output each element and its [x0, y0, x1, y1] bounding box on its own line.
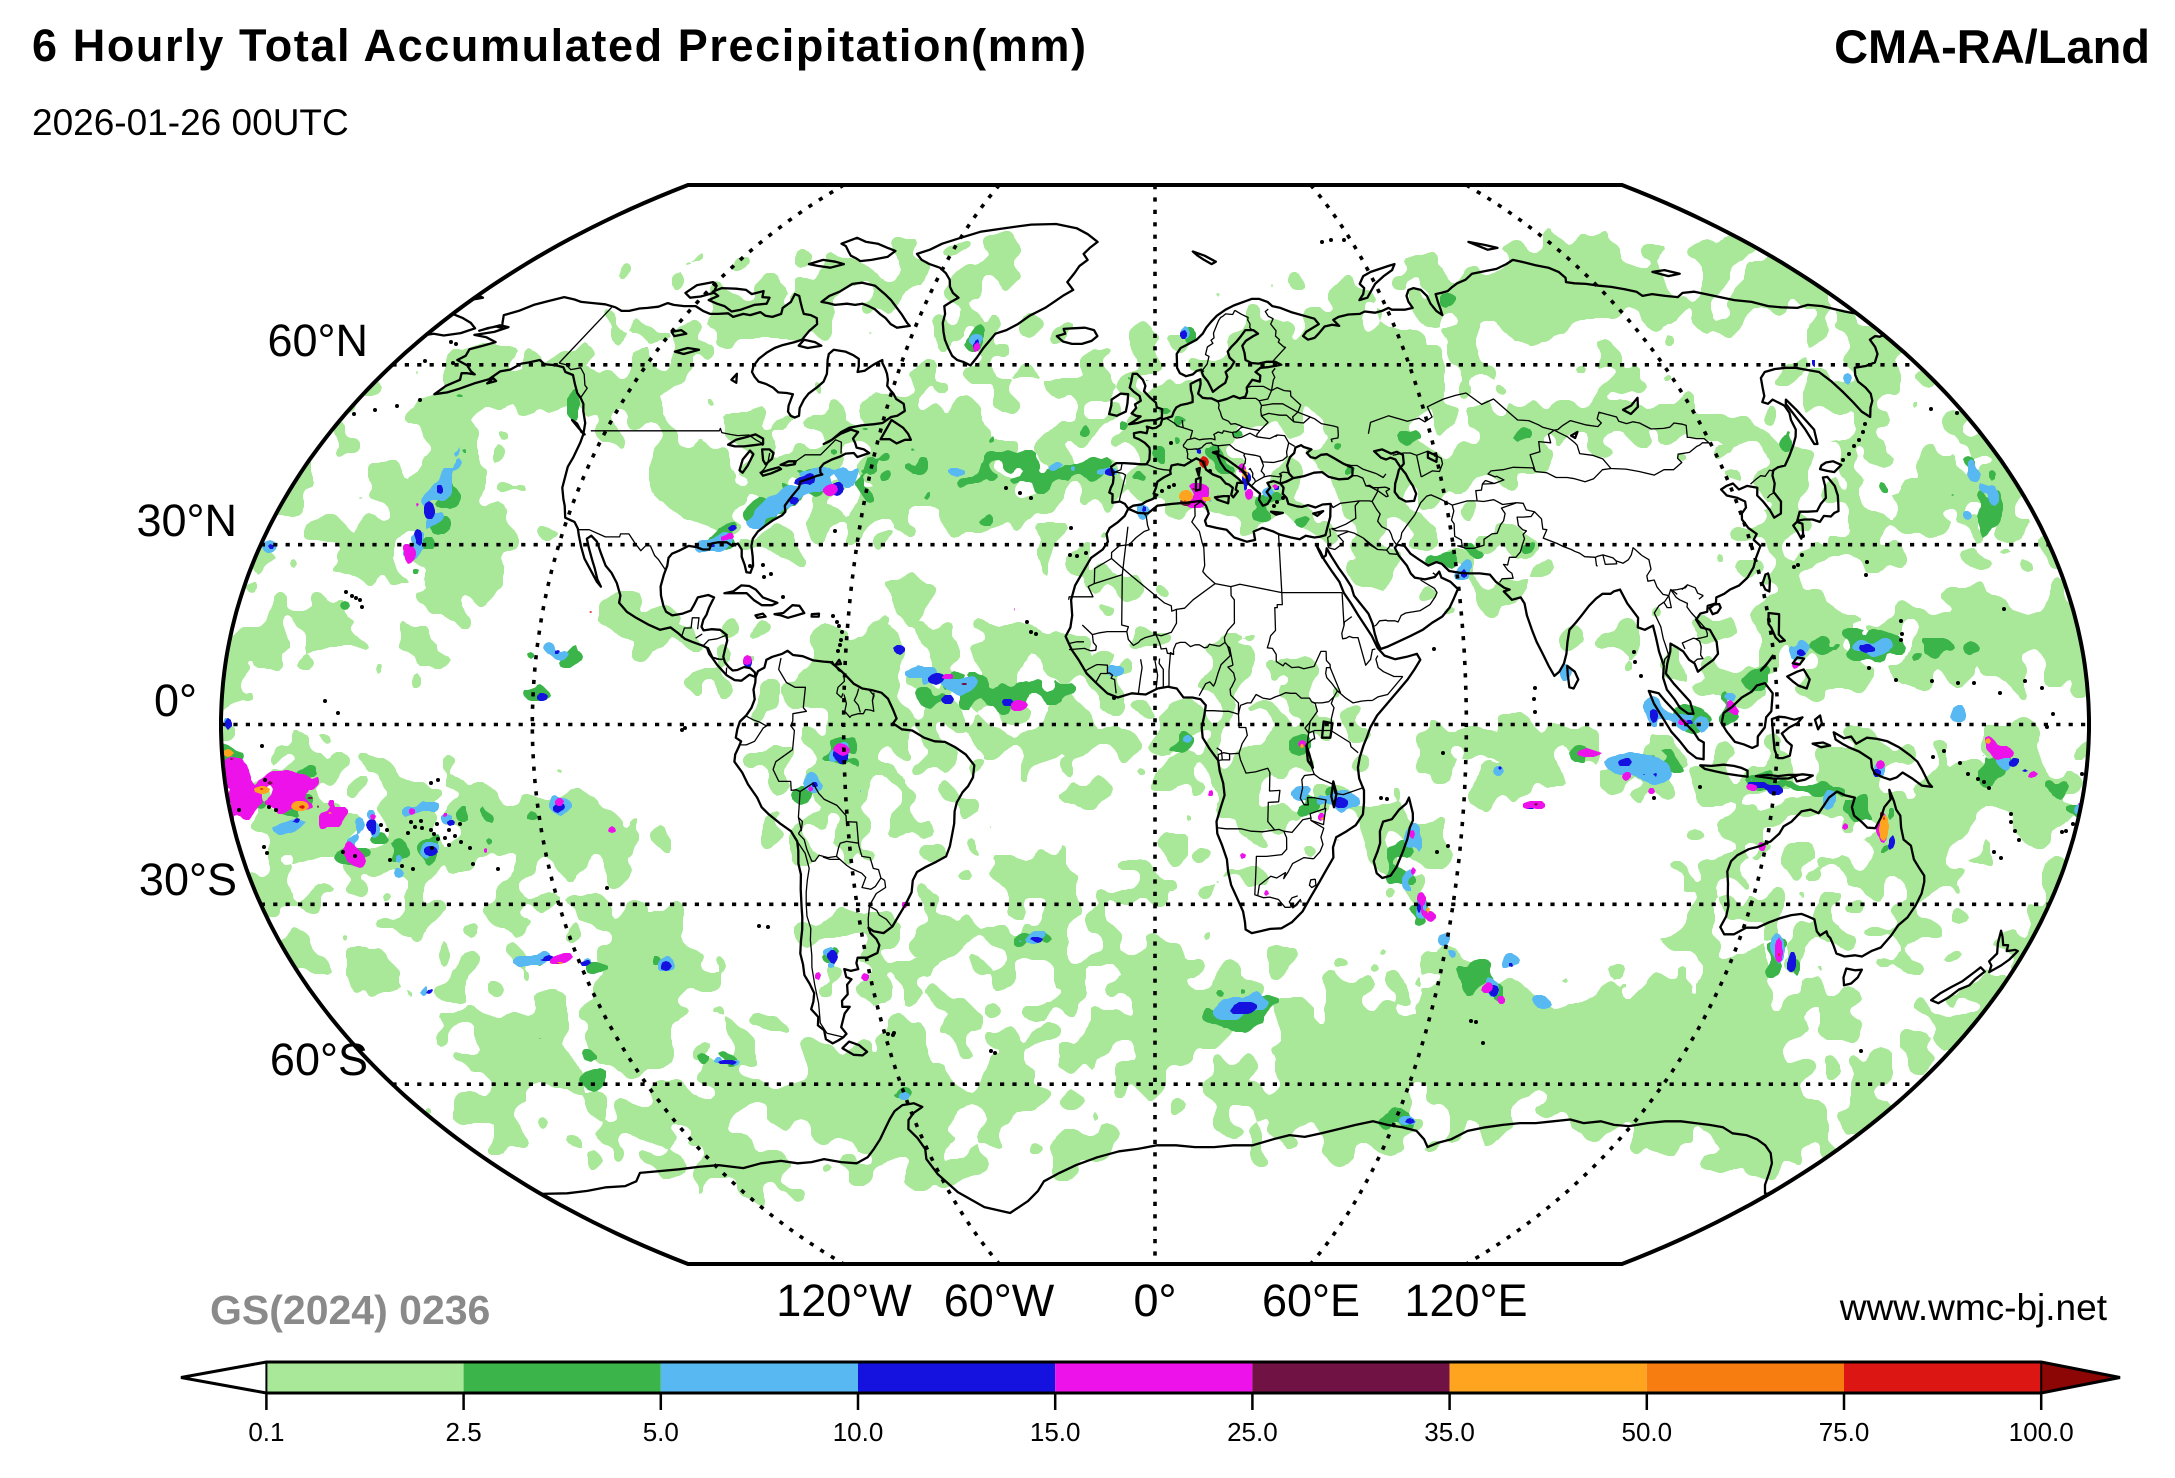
svg-text:50.0: 50.0: [1621, 1417, 1672, 1447]
svg-text:2.5: 2.5: [446, 1417, 482, 1447]
svg-text:25.0: 25.0: [1227, 1417, 1278, 1447]
svg-text:2026-01-26 00UTC: 2026-01-26 00UTC: [32, 102, 349, 143]
svg-text:0°: 0°: [154, 675, 197, 726]
svg-text:30°S: 30°S: [139, 854, 237, 905]
svg-text:35.0: 35.0: [1424, 1417, 1475, 1447]
svg-text:60°W: 60°W: [944, 1275, 1055, 1326]
svg-text:GS(2024) 0236: GS(2024) 0236: [210, 1287, 490, 1333]
svg-text:0.1: 0.1: [248, 1417, 284, 1447]
svg-text:0°: 0°: [1133, 1275, 1176, 1326]
svg-text:5.0: 5.0: [643, 1417, 679, 1447]
svg-text:30°N: 30°N: [136, 495, 237, 546]
svg-text:60°E: 60°E: [1262, 1275, 1360, 1326]
svg-text:75.0: 75.0: [1819, 1417, 1870, 1447]
svg-text:60°N: 60°N: [267, 315, 368, 366]
svg-text:120°E: 120°E: [1404, 1275, 1527, 1326]
svg-text:CMA-RA/Land: CMA-RA/Land: [1834, 20, 2150, 73]
svg-text:60°S: 60°S: [270, 1034, 368, 1085]
svg-text:6 Hourly Total Accumulated Pre: 6 Hourly Total Accumulated Precipitation…: [32, 20, 1088, 71]
svg-text:100.0: 100.0: [2009, 1417, 2074, 1447]
svg-text:www.wmc-bj.net: www.wmc-bj.net: [1839, 1287, 2108, 1328]
svg-text:120°W: 120°W: [776, 1275, 912, 1326]
svg-text:10.0: 10.0: [833, 1417, 884, 1447]
svg-text:15.0: 15.0: [1030, 1417, 1081, 1447]
